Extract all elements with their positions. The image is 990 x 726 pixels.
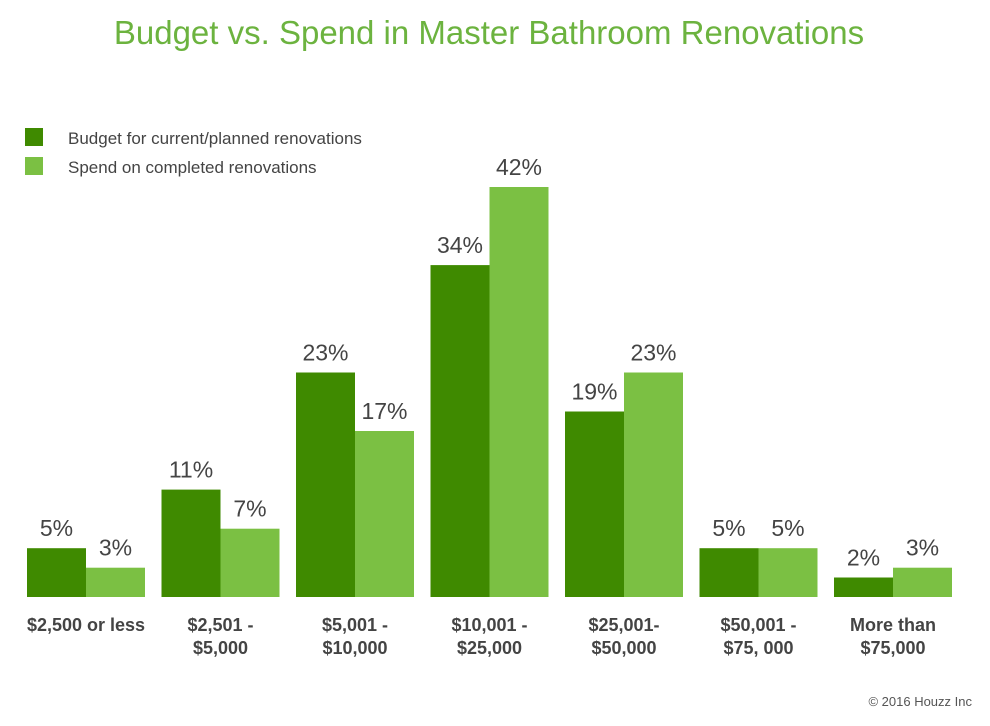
value-label-budget-4: 19% (571, 379, 617, 405)
category-label-3: $10,001 - $25,000 (451, 615, 527, 658)
category-label-0: $2,500 or less (27, 615, 145, 635)
category-label-5: $50,001 - $75, 000 (720, 615, 796, 658)
bar-budget-1 (161, 489, 221, 597)
value-labels: 5% 3% 11% 7% 23% 17% 34% 42% 19% 23% 5% 5% 2% 3% (40, 154, 939, 571)
category-label-line: $5,001 - (322, 615, 388, 635)
value-label-spend-1: 7% (233, 496, 266, 522)
value-label-spend-3: 42% (496, 154, 542, 180)
bar-budget-0 (27, 548, 86, 597)
value-label-budget-2: 23% (302, 340, 348, 366)
bar-spend-1 (220, 528, 280, 597)
legend-label-spend: Spend on completed renovations (68, 158, 317, 177)
category-label-line: $10,001 - (451, 615, 527, 635)
category-label-2: $5,001 - $10,000 (322, 615, 388, 658)
category-label-line: $75,000 (860, 638, 925, 658)
value-label-spend-6: 3% (906, 535, 939, 561)
value-label-budget-3: 34% (437, 232, 483, 258)
value-label-spend-5: 5% (771, 515, 804, 541)
category-label-line: $25,001- (588, 615, 659, 635)
legend: Budget for current/planned renovations S… (25, 128, 362, 177)
bar-spend-0 (86, 567, 145, 597)
value-label-spend-4: 23% (630, 340, 676, 366)
bar-budget-2 (296, 372, 355, 597)
category-label-line: $2,500 or less (27, 615, 145, 635)
category-labels: $2,500 or less $2,501 - $5,000 $5,001 - $10,… (27, 615, 936, 658)
bar-budget-4 (565, 411, 624, 597)
bar-budget-6 (834, 577, 893, 597)
bar-spend-3 (489, 187, 549, 597)
copyright-credit: © 2016 Houzz Inc (868, 694, 972, 709)
category-label-line: $50,001 - (720, 615, 796, 635)
bar-spend-4 (624, 372, 683, 597)
bar-spend-6 (893, 567, 952, 597)
bar-budget-3 (430, 265, 490, 597)
category-label-line: More than (850, 615, 936, 635)
bar-spend-2 (355, 431, 414, 597)
category-label-line: $5,000 (193, 638, 248, 658)
value-label-budget-6: 2% (847, 545, 880, 571)
legend-label-budget: Budget for current/planned renovations (68, 129, 362, 148)
legend-swatch-budget (25, 128, 43, 146)
legend-swatch-spend (25, 157, 43, 175)
category-label-line: $75, 000 (723, 638, 793, 658)
bar-budget-5 (699, 548, 759, 597)
category-label-line: $10,000 (322, 638, 387, 658)
value-label-budget-0: 5% (40, 515, 73, 541)
value-label-spend-2: 17% (361, 398, 407, 424)
bars (27, 187, 952, 597)
chart-title: Budget vs. Spend in Master Bathroom Reno… (114, 14, 864, 51)
value-label-spend-0: 3% (99, 535, 132, 561)
value-label-budget-1: 11% (169, 457, 213, 483)
category-label-line: $50,000 (591, 638, 656, 658)
category-label-6: More than $75,000 (850, 615, 936, 658)
category-label-line: $2,501 - (187, 615, 253, 635)
category-label-4: $25,001- $50,000 (588, 615, 659, 658)
bar-spend-5 (758, 548, 818, 597)
category-label-line: $25,000 (457, 638, 522, 658)
category-label-1: $2,501 - $5,000 (187, 615, 253, 658)
value-label-budget-5: 5% (712, 515, 745, 541)
